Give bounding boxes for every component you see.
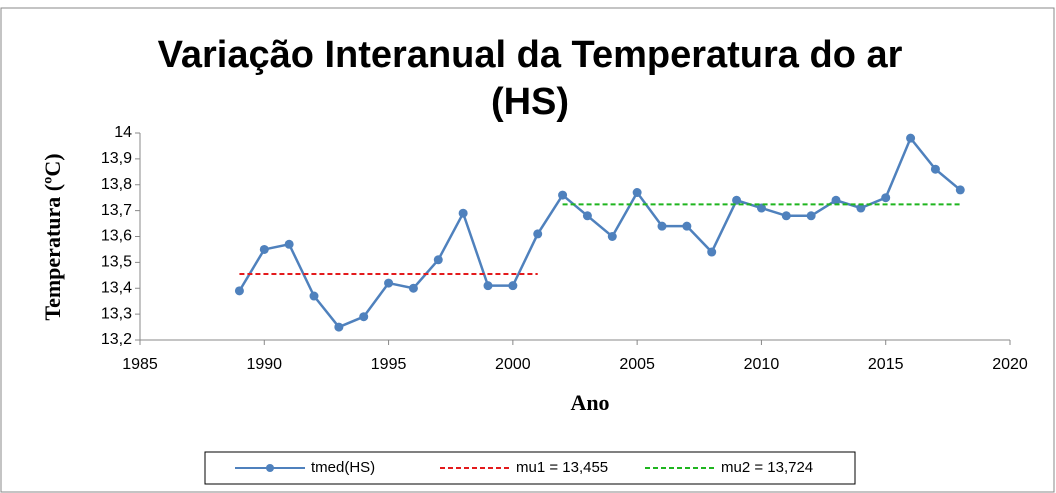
point <box>359 312 369 322</box>
y-tick-label: 13,9 <box>101 150 132 167</box>
point <box>483 281 493 291</box>
point <box>732 195 742 205</box>
x-tick-label: 1995 <box>371 356 407 373</box>
point <box>234 286 244 296</box>
chart-frame <box>0 7 1055 493</box>
point <box>806 211 816 221</box>
y-tick-label: 13,8 <box>101 176 132 193</box>
point <box>632 188 642 198</box>
point <box>334 322 344 332</box>
legend-label: mu1 = 13,455 <box>516 459 608 476</box>
point <box>756 203 766 213</box>
x-axis-label: Ano <box>570 390 609 415</box>
x-tick-label: 2010 <box>744 356 780 373</box>
point <box>508 281 518 291</box>
x-tick-label: 1990 <box>246 356 282 373</box>
point <box>533 229 543 239</box>
legend-marker <box>266 464 274 472</box>
point <box>682 221 692 231</box>
y-tick-label: 14 <box>114 124 132 141</box>
x-tick-label: 2020 <box>992 356 1028 373</box>
y-tick-label: 13,4 <box>101 279 132 296</box>
y-tick-label: 13,7 <box>101 202 132 219</box>
x-tick-label: 2005 <box>619 356 655 373</box>
point <box>930 164 940 174</box>
point <box>881 193 891 203</box>
point <box>707 247 717 257</box>
point <box>259 244 269 254</box>
y-tick-label: 13,3 <box>101 305 132 322</box>
point <box>607 232 617 241</box>
point <box>831 195 841 205</box>
point <box>856 203 866 213</box>
point <box>309 291 319 301</box>
x-tick-label: 2000 <box>495 356 531 373</box>
point <box>906 133 916 143</box>
chart-title: Variação Interanual da Temperatura do ar <box>158 34 903 76</box>
legend-label: mu2 = 13,724 <box>721 459 813 476</box>
point <box>582 211 592 221</box>
x-tick-label: 1985 <box>122 356 158 373</box>
point <box>955 185 965 195</box>
legend <box>204 451 856 485</box>
y-tick-label: 13,5 <box>101 254 132 271</box>
point <box>781 211 791 221</box>
point <box>408 283 418 293</box>
point <box>657 221 667 231</box>
point <box>284 239 294 249</box>
chart-title: (HS) <box>491 81 569 123</box>
point <box>458 208 468 218</box>
point <box>433 255 443 265</box>
y-tick-label: 13,2 <box>101 331 132 348</box>
legend-label: tmed(HS) <box>311 459 375 476</box>
point <box>558 190 568 200</box>
point <box>384 278 394 288</box>
x-tick-label: 2015 <box>868 356 904 373</box>
y-axis-label: Temperatura (ºC) <box>40 153 65 320</box>
y-tick-label: 13,6 <box>101 228 132 245</box>
